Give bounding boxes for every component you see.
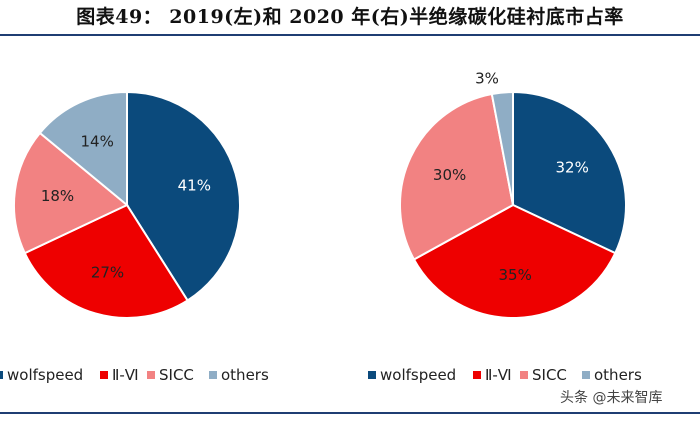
legend-swatch-wolfspeed — [0, 371, 3, 379]
legend-2019: wolfspeed Ⅱ-Ⅵ SICC others — [0, 366, 269, 384]
legend-swatch-others — [209, 371, 217, 379]
legend-label-others: others — [221, 366, 269, 384]
legend-swatch-ii_vi — [100, 371, 108, 379]
legend-label-ii_vi: Ⅱ-Ⅵ — [485, 366, 512, 384]
pie-slice-ii_vi — [23, 203, 189, 319]
legend-swatch-sicc — [520, 371, 528, 379]
data-label-ii_vi: 35% — [499, 266, 532, 284]
watermark: 头条 @未来智库 — [560, 390, 663, 406]
data-label-sicc: 30% — [433, 166, 466, 184]
pie-slice-wolfspeed — [512, 90, 627, 255]
data-label-sicc: 18% — [41, 187, 74, 205]
chart-title: 图表49： 2019(左)和 2020 年(右)半绝缘碳化硅衬底市占率 — [76, 6, 624, 28]
data-label-wolfspeed: 41% — [178, 177, 211, 195]
legend-swatch-sicc — [147, 371, 155, 379]
legend-swatch-wolfspeed — [368, 371, 376, 379]
pie-slice-sicc — [13, 131, 129, 255]
legend-label-sicc: SICC — [159, 366, 194, 384]
legend-2020: wolfspeed Ⅱ-Ⅵ SICC others — [368, 366, 642, 384]
legend-label-wolfspeed: wolfspeed — [7, 366, 83, 384]
pie-2020: 32% 35% 30% 3% — [399, 70, 627, 319]
legend-label-others: others — [594, 366, 642, 384]
pie-2019: 41% 27% 18% 14% — [13, 90, 241, 319]
pie-slice-ii_vi — [412, 203, 617, 319]
data-label-others: 14% — [81, 133, 114, 151]
pie-slice-others — [490, 90, 514, 206]
legend-label-wolfspeed: wolfspeed — [380, 366, 456, 384]
top-rule — [0, 34, 700, 36]
data-label-wolfspeed: 32% — [556, 159, 589, 177]
pie-slice-sicc — [399, 92, 515, 261]
legend-swatch-others — [582, 371, 590, 379]
data-label-others: 3% — [475, 70, 499, 88]
legend-swatch-ii_vi — [473, 371, 481, 379]
data-label-ii_vi: 27% — [91, 263, 124, 281]
legend-label-sicc: SICC — [532, 366, 567, 384]
pie-slice-others — [38, 90, 128, 208]
bottom-rule — [0, 412, 700, 414]
legend-label-ii_vi: Ⅱ-Ⅵ — [112, 366, 139, 384]
